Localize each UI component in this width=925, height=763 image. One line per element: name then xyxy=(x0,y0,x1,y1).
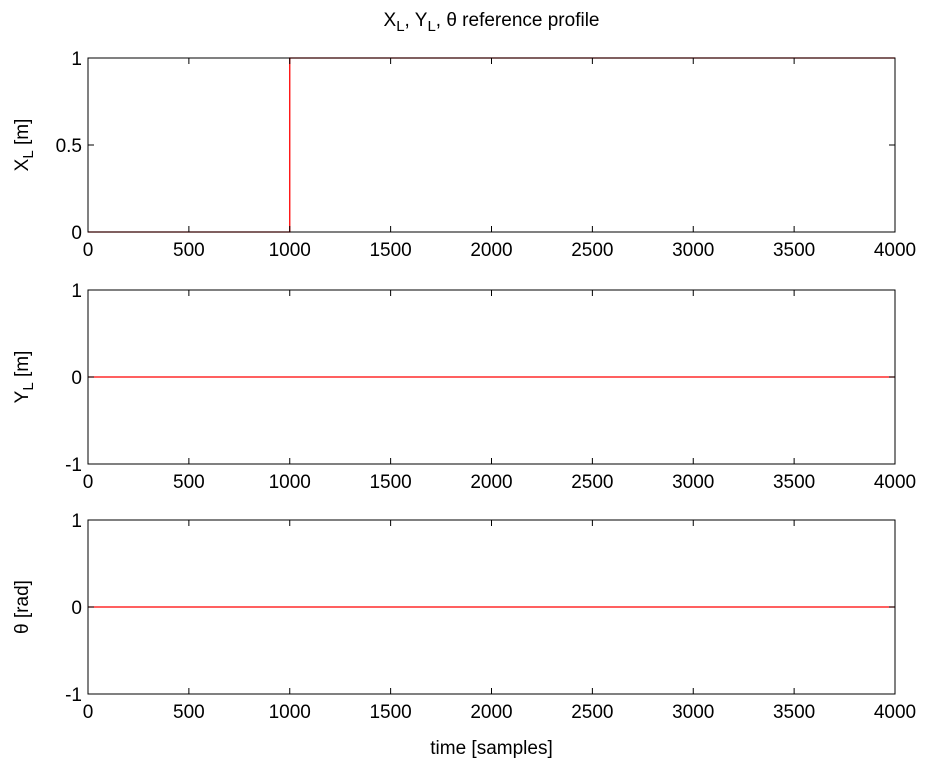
x-tick-label: 1500 xyxy=(369,240,411,261)
x-tick-label: 2500 xyxy=(571,702,613,723)
text-run: θ [rad] xyxy=(12,580,33,634)
x-tick-label: 4000 xyxy=(874,240,916,261)
x-tick-label: 2000 xyxy=(470,702,512,723)
x-tick-label: 1000 xyxy=(269,240,311,261)
y-tick-label: -1 xyxy=(65,685,82,706)
x-tick-label: 3500 xyxy=(773,702,815,723)
x-tick-label: 4000 xyxy=(874,702,916,723)
x-tick-label: 2500 xyxy=(571,240,613,261)
subplot-1: 0 500 1000 1500 2000 2500 3000 3500 4000 0 0.5 1 XL … xyxy=(12,49,916,261)
series-line-1 xyxy=(88,57,895,233)
x-tick-label: 2500 xyxy=(571,472,613,493)
x-tick-label: 3500 xyxy=(773,240,815,261)
y-tick-label: 1 xyxy=(71,281,82,302)
subscript: L xyxy=(20,150,37,158)
y-tick-label: 1 xyxy=(71,49,82,70)
subscript: L xyxy=(20,382,37,390)
axes-frame xyxy=(87,57,896,233)
y-tick-label: 1 xyxy=(71,511,82,532)
x-tick-label: 500 xyxy=(173,472,205,493)
text-run: X xyxy=(12,158,33,171)
x-tick-label: 1500 xyxy=(369,702,411,723)
figure-title: XL, YL, θ reference profile xyxy=(384,10,600,35)
x-tick-label: 1000 xyxy=(269,702,311,723)
y-axis-label: XL [m] xyxy=(12,119,37,172)
x-tick-label: 4000 xyxy=(874,472,916,493)
y-tick-label: 0 xyxy=(71,368,82,389)
text-run: Y xyxy=(12,390,33,403)
subscript: L xyxy=(427,18,435,35)
x-tick-label: 1000 xyxy=(269,472,311,493)
y-tick-label: 0 xyxy=(71,223,82,244)
y-axis-label: YL [m] xyxy=(12,351,37,404)
x-tick-label: 0 xyxy=(83,702,94,723)
x-tick-label: 500 xyxy=(173,240,205,261)
x-axis-label: time [samples] xyxy=(430,738,552,759)
x-tick-label: 2000 xyxy=(470,240,512,261)
x-tick-label: 500 xyxy=(173,702,205,723)
x-tick-label: 1500 xyxy=(369,472,411,493)
y-tick-label: 0 xyxy=(71,598,82,619)
subscript: L xyxy=(396,18,404,35)
x-tick-label: 0 xyxy=(83,240,94,261)
x-tick-label: 3000 xyxy=(672,472,714,493)
text-run: X xyxy=(384,10,397,31)
x-tick-label: 3000 xyxy=(672,702,714,723)
text-run: , Y xyxy=(405,10,428,31)
text-run: [m] xyxy=(12,119,33,151)
x-tick-label: 3500 xyxy=(773,472,815,493)
x-tick-label: 2000 xyxy=(470,472,512,493)
y-axis-label: θ [rad] xyxy=(12,580,33,634)
x-tick-label: 3000 xyxy=(672,240,714,261)
text-run: [m] xyxy=(12,351,33,383)
y-tick-label: 0.5 xyxy=(56,136,82,157)
x-tick-label: 0 xyxy=(83,472,94,493)
y-tick-label: -1 xyxy=(65,455,82,476)
text-run: , θ reference profile xyxy=(436,10,600,31)
